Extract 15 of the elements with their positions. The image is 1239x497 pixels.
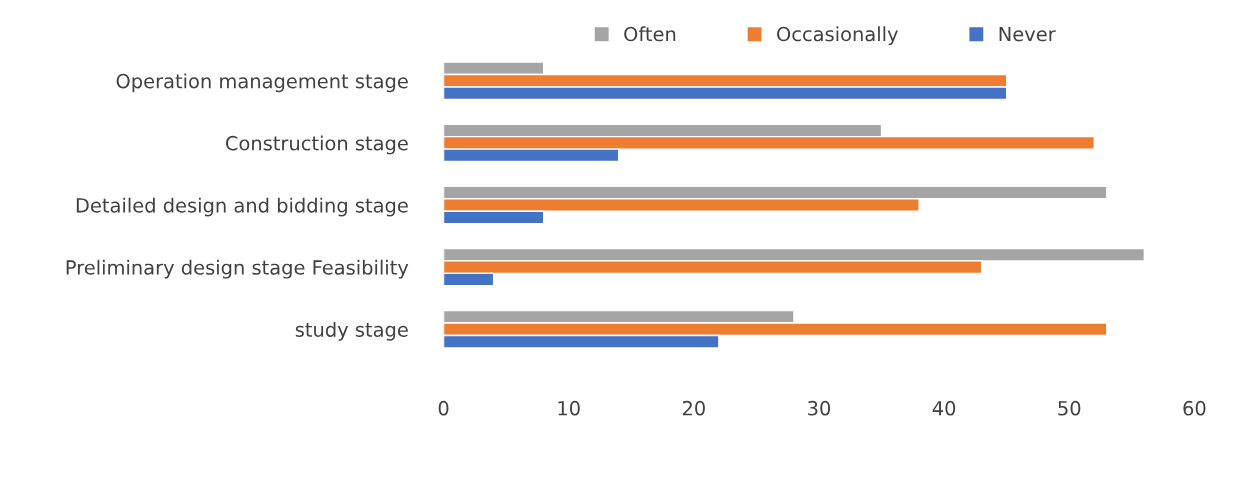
x-tick-label: 30 (808, 400, 831, 416)
x-tick-label: 20 (682, 400, 705, 416)
legend-label: Occasionally (777, 26, 898, 46)
y-tick-label: Construction stage (225, 135, 408, 155)
x-tick-label: 50 (1058, 400, 1081, 416)
x-tick-label: 40 (932, 400, 956, 416)
y-tick-label: study stage (295, 321, 408, 341)
x-tick-label: 10 (558, 400, 580, 416)
legend-label: Often (624, 26, 676, 42)
legend-label: Never (999, 26, 1056, 42)
x-tick-label: 60 (1183, 400, 1206, 416)
y-tick-label: Detailed design and bidding stage (76, 197, 408, 217)
y-tick-label: Operation management stage (116, 73, 408, 93)
y-tick-label: Preliminary design stage Feasibility (66, 259, 409, 279)
x-tick-label: 0 (438, 400, 449, 416)
